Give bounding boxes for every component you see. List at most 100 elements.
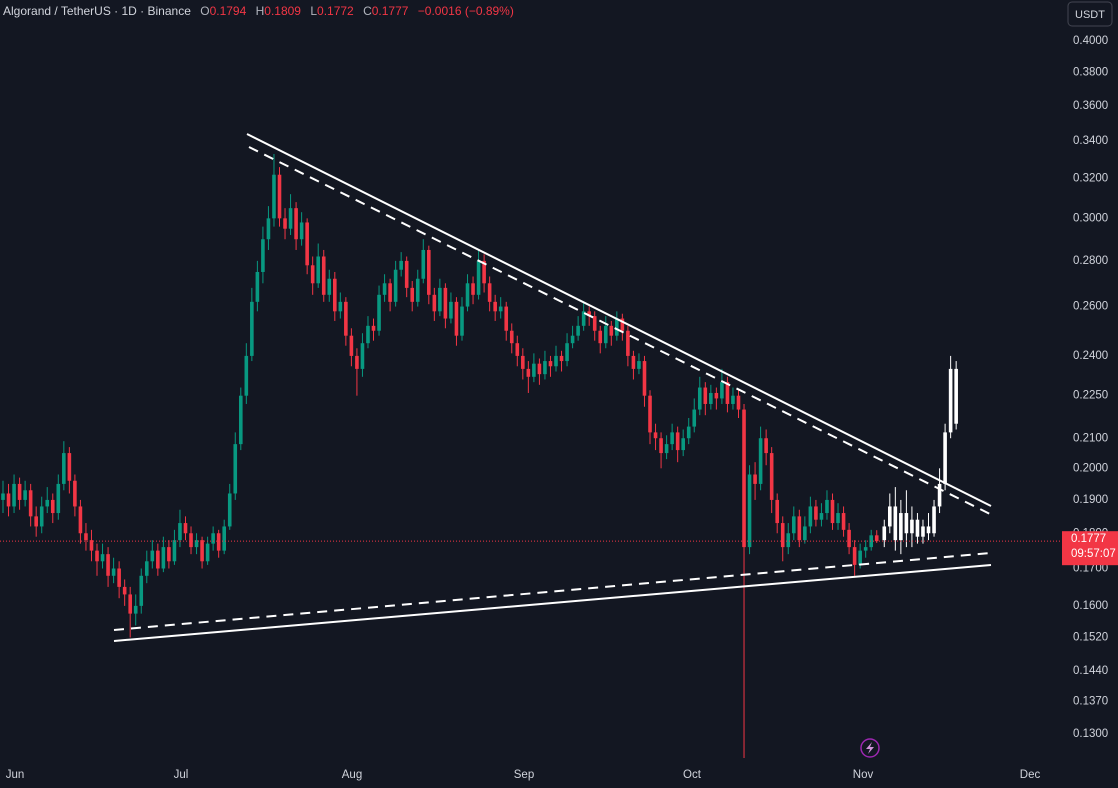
currency-button[interactable] [1067,1,1113,27]
candle-body [432,294,437,312]
y-tick-label: 0.1700 [1073,563,1108,575]
candle-body [106,554,110,576]
candle-body [675,432,680,451]
candle-body [526,368,531,377]
candle-body [637,361,641,369]
y-tick-label: 0.3600 [1073,100,1108,112]
candle-body [775,499,779,524]
candle-body [255,271,260,302]
candle-body [45,499,50,507]
y-tick-label: 0.1600 [1073,600,1108,612]
candle-body [948,368,953,433]
candle-body [932,506,936,534]
candle-body [227,493,232,527]
candle-body [183,523,188,534]
candle-body [548,361,553,367]
candle-body [321,256,326,295]
candle-body [410,287,415,302]
support-dashed-line [113,552,992,631]
candle-body [471,283,475,295]
ohlc-label: C [363,4,372,18]
events-icon-bolt [866,742,874,754]
countdown-label: 09:57:07 [1071,548,1116,560]
candle-body [603,325,608,344]
candle-body [509,330,514,344]
candle-body [272,174,276,219]
currency-label[interactable]: USDT [1075,9,1105,21]
candle-body [222,526,226,551]
candle-body [449,301,453,319]
candle-body [786,533,791,548]
candle-body [377,294,381,331]
candle-body [122,586,127,595]
y-tick-label: 0.3200 [1073,173,1108,185]
ohlc-value: 0.1809 [264,4,301,18]
candle-body [825,499,829,514]
candle-body [954,368,958,424]
candle-body [299,222,304,240]
candle-body [882,526,887,541]
candle-body [371,325,376,331]
candle-body [133,605,138,614]
candle-body [399,260,403,270]
resistance-dashed-line [248,146,991,515]
candle-body [543,361,547,375]
plot [0,154,1062,759]
candle-body [167,547,171,562]
candle-body [570,335,575,344]
y-tick-label: 0.1900 [1073,494,1108,506]
candle-body [266,218,271,240]
candle-body [686,426,691,439]
candle-body [791,516,796,534]
candle-body [460,306,464,336]
candle-body [200,540,204,562]
resistance-line [246,133,992,507]
candle-body [12,483,16,507]
ohlc-label: L [310,4,317,18]
candle-body [305,222,309,266]
candle-body [39,506,44,527]
axis-group: 0.4000 0.3800 0.3600 0.3400 0.3200 0.3000 0.28… [6,35,1118,781]
candle-body [139,575,144,606]
candle-body [73,480,77,507]
ohlc-value: 0.1772 [317,4,354,18]
candle-body [852,547,857,565]
y-tick-label: 0.1300 [1073,728,1108,740]
candle-body [84,533,88,541]
candle-body [316,256,321,284]
candle-body [128,594,132,614]
candle-body [288,208,293,229]
candle-body [233,444,238,494]
candle-body [731,395,735,404]
candle-body [404,260,409,288]
candle-body [714,392,719,399]
candle-body [238,395,243,445]
candle-body [697,387,702,410]
candle-body [100,554,105,562]
candle-body [62,453,66,484]
candle-body [537,363,542,375]
x-tick-label: Dec [1020,769,1041,781]
y-tick-label: 0.1520 [1073,632,1108,644]
candle-body [78,506,83,534]
y-tick-label: 0.2800 [1073,255,1108,267]
candle-body [819,513,824,520]
candle-body [720,382,724,399]
y-tick-label: 0.3000 [1073,212,1108,224]
y-tick-label: 0.2000 [1073,462,1108,474]
events-icon[interactable] [860,738,880,758]
candle-body [56,483,61,514]
candle-body [205,543,210,562]
ohlc-value: 0.1794 [210,4,247,18]
y-tick-label: 0.3400 [1073,135,1108,147]
symbol-title: Algorand / TetherUS · 1D · Binance [3,4,191,18]
candle-body [338,301,343,312]
x-tick-label: Oct [683,769,702,781]
y-tick-label: 0.2600 [1073,301,1108,313]
candle-body [244,355,249,396]
candle-body [847,529,851,548]
candle-body [565,343,569,362]
candle-body [904,513,909,534]
